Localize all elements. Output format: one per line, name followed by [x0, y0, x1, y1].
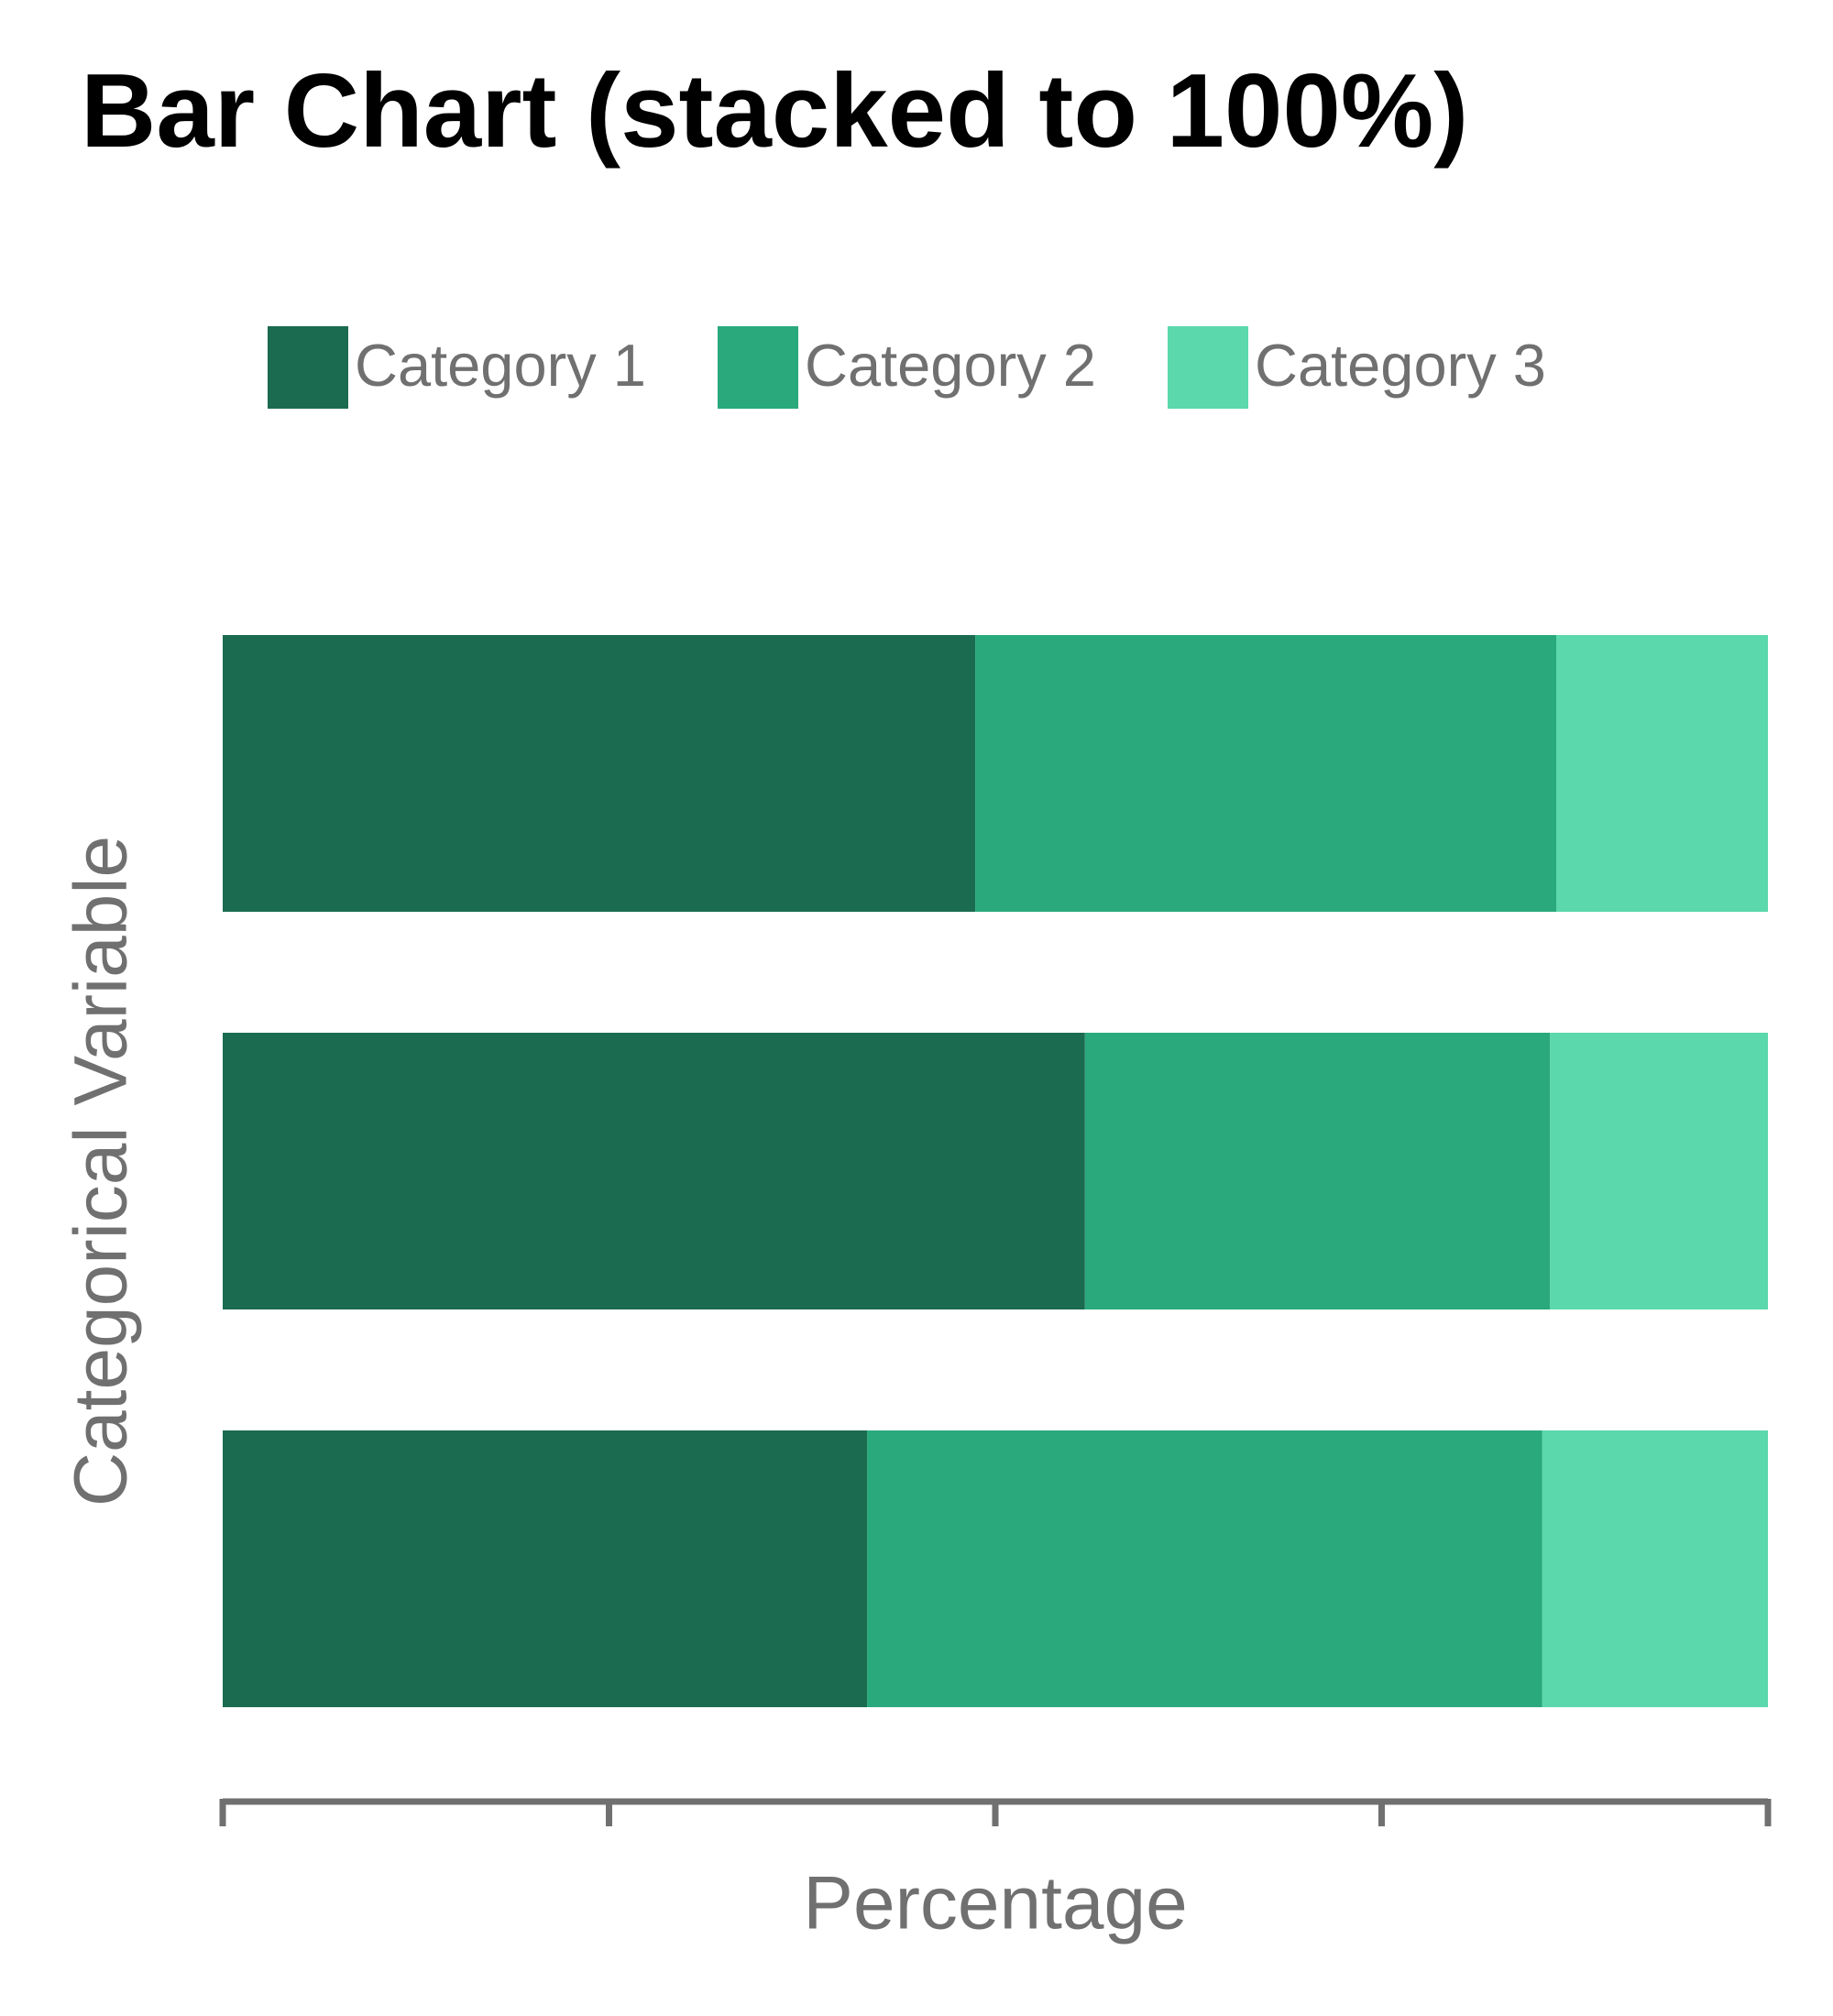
bar-segment — [223, 1033, 1085, 1309]
bar-segment — [223, 635, 976, 912]
y-axis-label: Categorical Variable — [60, 836, 143, 1507]
bar-segment — [223, 1430, 868, 1707]
bar-segment — [1550, 1033, 1768, 1309]
legend-label: Category 3 — [1255, 332, 1546, 399]
chart-title: Bar Chart (stacked to 100%) — [81, 53, 1468, 170]
legend-swatch — [268, 326, 348, 409]
bar-segment — [1542, 1430, 1768, 1707]
legend-swatch — [718, 326, 798, 409]
bar-segment — [1556, 635, 1768, 912]
x-axis-label: Percentage — [803, 1862, 1187, 1945]
bar-segment — [867, 1430, 1542, 1707]
legend-label: Category 1 — [355, 332, 646, 399]
bar-segment — [1084, 1033, 1551, 1309]
legend-swatch — [1168, 326, 1248, 409]
legend-label: Category 2 — [805, 332, 1096, 399]
bar-segment — [975, 635, 1557, 912]
